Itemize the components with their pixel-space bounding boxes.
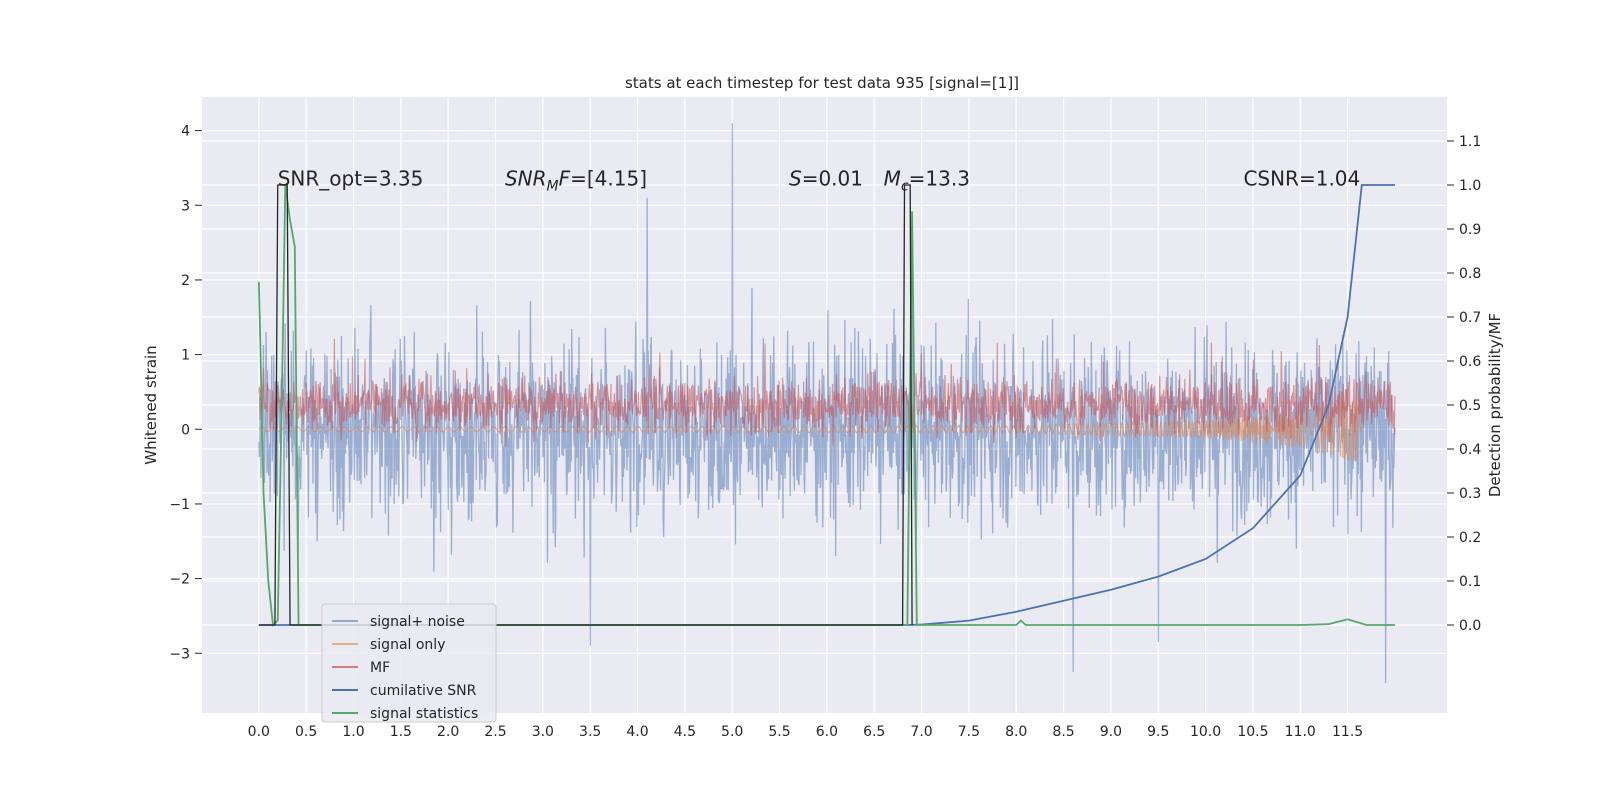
- x-tick-label: 4.0: [626, 724, 648, 740]
- x-tick-label: 5.0: [721, 724, 743, 740]
- x-tick-label: 3.0: [532, 724, 554, 740]
- x-tick-label: 8.5: [1052, 724, 1074, 740]
- y-left-tick-label: 2: [181, 273, 190, 289]
- x-tick-label: 2.0: [437, 724, 459, 740]
- y-right-tick-label: 0.0: [1459, 618, 1481, 634]
- legend-label: cumilative SNR: [370, 683, 477, 699]
- y-left-tick-label: −3: [169, 646, 190, 662]
- legend-label: MF: [370, 660, 390, 676]
- y-right-tick-label: 0.3: [1459, 486, 1481, 502]
- annotation-part: M: [884, 166, 901, 190]
- y-right-tick-label: 0.2: [1459, 530, 1481, 546]
- y-right-tick-label: 1.0: [1459, 178, 1481, 194]
- y-right-tick-label: 0.1: [1459, 574, 1481, 590]
- x-tick-label: 5.5: [768, 724, 790, 740]
- legend-label: signal only: [370, 637, 445, 653]
- y-right-tick-label: 1.1: [1459, 134, 1481, 150]
- y-right-tick-label: 0.8: [1459, 266, 1481, 282]
- x-tick-label: 4.5: [674, 724, 696, 740]
- annotation-part: M: [547, 178, 559, 194]
- annotation-part: SNR: [505, 166, 547, 190]
- y-right-tick-label: 0.7: [1459, 310, 1481, 326]
- legend-box: [321, 603, 497, 723]
- annotations: SNR_opt=3.35 SNRMF=[4.15] S=0.01 Mc=13.3 CSN…: [278, 166, 1361, 194]
- legend-items: signal+ noise signal only MF cumilative SNR…: [332, 614, 478, 722]
- x-tick-label: 1.5: [390, 724, 412, 740]
- annotation-text: SNRMF=[4.15]: [505, 166, 647, 194]
- x-tick-label: 11.0: [1285, 724, 1316, 740]
- annotation-text: S=0.01: [789, 166, 863, 190]
- legend: signal+ noise signal only MF cumilative SNR…: [321, 603, 497, 723]
- x-tick-label: 1.0: [342, 724, 364, 740]
- annotation-part: =[4.15]: [570, 166, 647, 190]
- x-tick-label: 7.0: [910, 724, 932, 740]
- y-left-tick-label: 0: [181, 422, 190, 438]
- x-tick-label: 10.5: [1237, 724, 1268, 740]
- series-marker: [258, 184, 913, 626]
- annotation-text: SNR_opt=3.35: [278, 166, 424, 190]
- x-axis: 0.0 0.5 1.0 1.5 2.0 2.5 3.0 3.5 4.0 4.5 5.0 5.5 6.0 6…: [248, 724, 1364, 740]
- annotation-part: F: [559, 166, 571, 190]
- series-mf: [258, 338, 1396, 447]
- x-tick-label: 3.5: [579, 724, 601, 740]
- annotation-text: CSNR=1.04: [1243, 166, 1360, 190]
- x-tick-label: 2.5: [484, 724, 506, 740]
- legend-label: signal+ noise: [370, 614, 465, 630]
- y-left-tick-label: 1: [181, 348, 190, 364]
- y-left-tick-label: −1: [169, 497, 190, 513]
- x-tick-label: 6.0: [816, 724, 838, 740]
- x-tick-label: 9.5: [1147, 724, 1169, 740]
- series-layer: [257, 123, 1396, 684]
- x-tick-label: 10.0: [1190, 724, 1221, 740]
- y-axis-left: −3 −2 −1 0 1 2 3 4: [169, 124, 202, 662]
- annotation-text: Mc=13.3: [884, 166, 970, 194]
- x-tick-label: 11.5: [1332, 724, 1363, 740]
- y-axis-right-title: Detection probability/MF: [1486, 313, 1504, 497]
- y-right-tick-label: 0.6: [1459, 354, 1481, 370]
- annotation-part: S: [789, 166, 802, 190]
- annotation-part: c: [901, 178, 909, 194]
- y-left-tick-label: 3: [181, 198, 190, 214]
- chart-title: stats at each timestep for test data 935…: [625, 74, 1019, 92]
- y-left-tick-label: 4: [181, 124, 190, 140]
- annotation-part: =13.3: [909, 166, 970, 190]
- y-right-tick-label: 0.5: [1459, 398, 1481, 414]
- y-axis-right: 0.0 0.1 0.2 0.3 0.4 0.5 0.6 0.7 0.8 0.9 1.0 1.1: [1447, 134, 1481, 634]
- x-tick-label: 9.0: [1100, 724, 1122, 740]
- annotation-part: =0.01: [802, 166, 863, 190]
- series-cumilative-snr: [258, 184, 1395, 626]
- series-signal-only: [258, 396, 1363, 462]
- y-right-tick-label: 0.9: [1459, 222, 1481, 238]
- y-axis-left-title: Whitened strain: [142, 345, 160, 464]
- y-left-tick-label: −2: [169, 572, 190, 588]
- legend-label: signal statistics: [370, 706, 478, 722]
- x-tick-label: 0.0: [248, 724, 270, 740]
- x-tick-label: 8.0: [1005, 724, 1027, 740]
- y-right-tick-label: 0.4: [1459, 442, 1481, 458]
- x-tick-label: 0.5: [295, 724, 317, 740]
- x-tick-label: 6.5: [863, 724, 885, 740]
- x-tick-label: 7.5: [958, 724, 980, 740]
- annotation-part: CSNR=1.04: [1243, 166, 1360, 190]
- annotation-part: SNR_opt=3.35: [278, 166, 424, 190]
